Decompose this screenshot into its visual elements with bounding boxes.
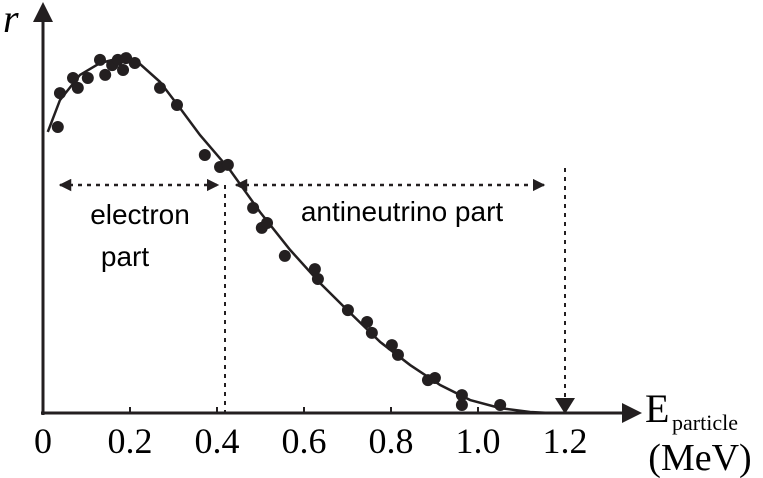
annotation: electron [90, 199, 190, 230]
data-point [365, 326, 378, 339]
data-point [385, 339, 398, 352]
x-tick-label: 1.2 [543, 421, 588, 461]
data-point [308, 263, 321, 276]
annotation: part [101, 241, 149, 272]
data-point [391, 348, 404, 361]
x-tick-label: 0.8 [369, 421, 414, 461]
annotation: antineutrino part [301, 196, 504, 227]
data-point [221, 158, 234, 171]
x-tick-label: 0.2 [108, 421, 153, 461]
data-point [117, 64, 130, 76]
data-point [51, 121, 64, 134]
data-point [198, 149, 211, 162]
x-axis-unit: (MeV) [648, 437, 751, 478]
data-point [261, 216, 274, 229]
data-point [455, 389, 468, 402]
data-point [120, 52, 133, 65]
x-tick-label: 0.4 [195, 421, 240, 461]
x-tick-label: 0.6 [282, 421, 327, 461]
x-axis-arrow [622, 403, 642, 423]
data-point [278, 249, 291, 262]
data-point [99, 68, 112, 81]
x-axis-label-subscript: particle [672, 410, 738, 435]
data-point [341, 304, 354, 317]
data-point [247, 201, 260, 214]
data-point [154, 81, 167, 94]
y-axis-label: r [3, 0, 19, 41]
data-point [53, 87, 66, 100]
data-point [494, 398, 507, 411]
data-point [67, 72, 80, 85]
x-axis-label: E [645, 386, 669, 431]
fit-curve [46, 56, 551, 415]
x-tick-label: 0 [34, 421, 52, 461]
y-axis-arrow [33, 2, 53, 22]
endpoint-marker [555, 398, 575, 414]
data-point [81, 72, 94, 85]
data-point [311, 272, 324, 285]
data-point [428, 372, 441, 384]
data-point [170, 99, 183, 111]
data-point [455, 398, 468, 411]
data-point [128, 57, 141, 69]
data-point [71, 81, 84, 94]
data-point [361, 316, 374, 328]
data-point [93, 53, 106, 66]
x-tick-label: 1.0 [456, 421, 501, 461]
